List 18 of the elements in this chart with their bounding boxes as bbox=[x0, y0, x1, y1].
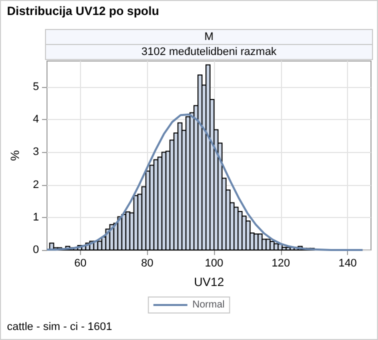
legend-label: Normal bbox=[192, 300, 225, 310]
y-tick-label: 2 bbox=[32, 178, 39, 191]
y-tick-label: 1 bbox=[32, 211, 39, 224]
x-tick-label: 80 bbox=[141, 258, 154, 270]
y-tick-label: 0 bbox=[32, 244, 39, 256]
text: 3102 međutelidbeni razmak bbox=[45, 44, 373, 60]
chart-title: Distribucija UV12 po spolu bbox=[7, 4, 160, 18]
x-tick-label: 120 bbox=[272, 258, 290, 270]
y-tick-label: 5 bbox=[32, 81, 39, 94]
x-axis-title: UV12 bbox=[194, 275, 224, 289]
y-axis-title: % bbox=[8, 150, 22, 161]
x-tick-label: 140 bbox=[338, 258, 357, 270]
x-tick-label: 100 bbox=[204, 258, 224, 270]
x-tick-label: 60 bbox=[74, 258, 87, 270]
y-tick-label: 3 bbox=[32, 146, 39, 158]
chart-subtitle: M bbox=[45, 29, 373, 45]
y-tick-label: 4 bbox=[32, 114, 39, 126]
text: cattle - sim - ci - 1601 bbox=[7, 321, 112, 333]
